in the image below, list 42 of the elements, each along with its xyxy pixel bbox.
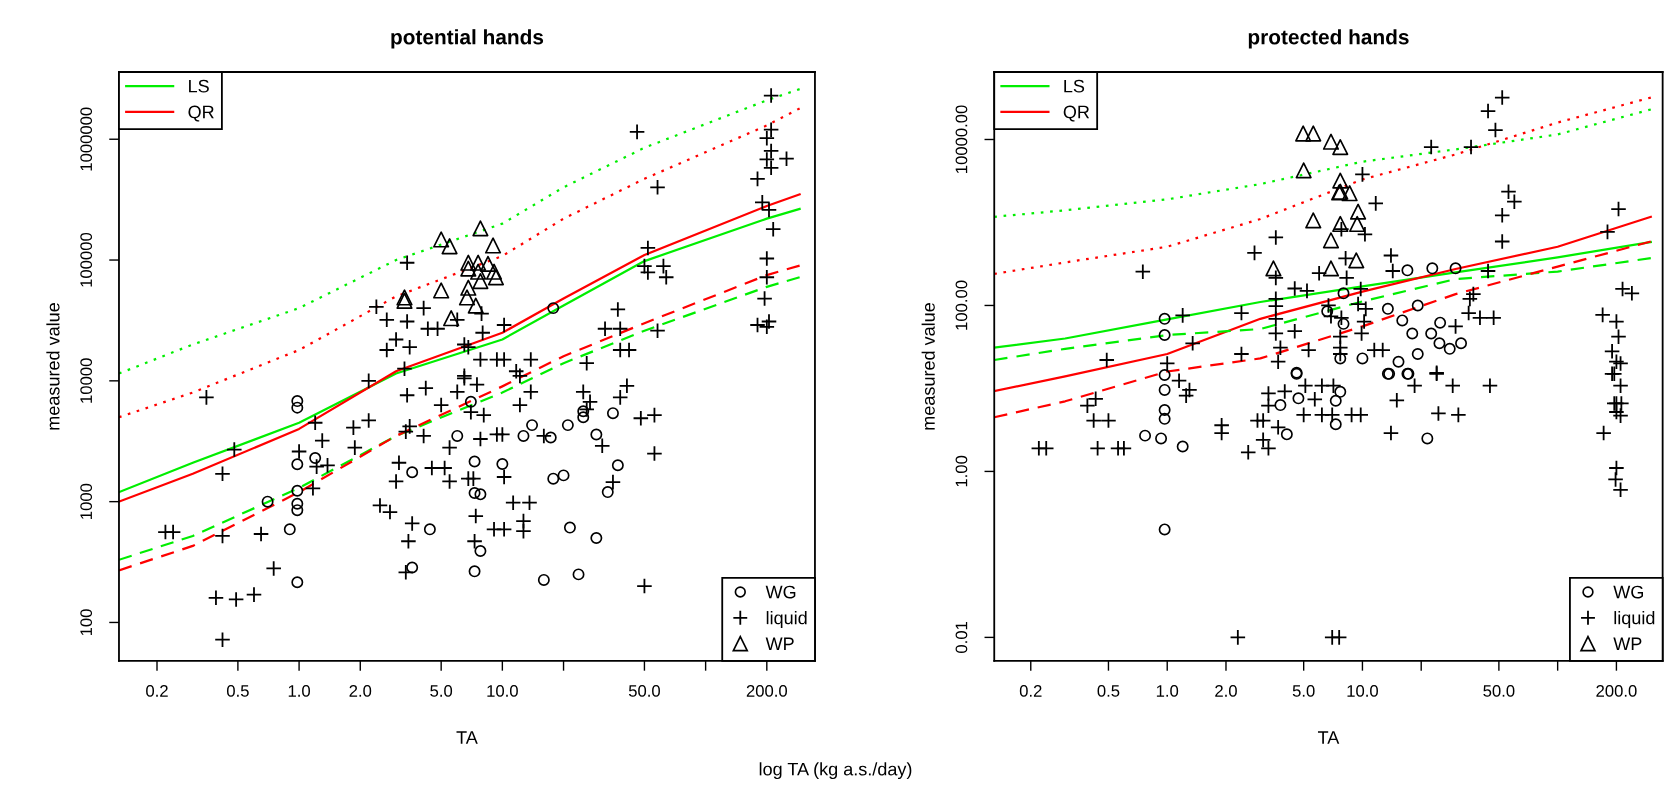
y-tick-label: 100 — [80, 609, 93, 636]
text: log TA (kg a.s./day) — [759, 762, 912, 780]
legend-label: QR — [1063, 105, 1090, 122]
legend-label: liquid — [1614, 611, 1655, 628]
x-tick-label: 200.0 — [746, 685, 788, 697]
legend-label: WP — [1613, 637, 1642, 650]
legend-label: WG — [1613, 585, 1643, 599]
x-axis-title: TA — [456, 731, 478, 744]
x-tick-label: 1.0 — [288, 685, 311, 697]
x-tick-label: 2.0 — [1215, 685, 1237, 697]
chart-title: protected hands — [1248, 29, 1409, 49]
x-tick-label: 0.5 — [1097, 685, 1120, 697]
x-tick-label: 2.0 — [349, 685, 372, 697]
legend-label: LS — [189, 79, 209, 93]
x-tick-label: 0.5 — [226, 685, 249, 697]
y-tick-label: 10000.00 — [955, 105, 968, 173]
x-tick-label: 10.0 — [487, 685, 518, 697]
legend-label: liquid — [766, 611, 807, 628]
y-tick-label: 1000 — [80, 483, 93, 519]
x-tick-label: 200.0 — [1596, 685, 1637, 697]
legend-label: LS — [1064, 79, 1085, 93]
x-tick-label: 5.0 — [430, 685, 453, 697]
x-axis-title: TA — [1317, 731, 1340, 744]
x-tick-label: 50.0 — [628, 685, 660, 697]
legend-label: WP — [765, 637, 794, 650]
x-tick-label: 50.0 — [1483, 685, 1515, 697]
y-tick-label: 100.00 — [955, 280, 968, 330]
y-tick-label: 1.00 — [955, 455, 968, 487]
y-tick-label: 0.01 — [955, 621, 968, 653]
x-tick-label: 5.0 — [1292, 685, 1315, 697]
x-tick-label: 0.2 — [146, 685, 168, 697]
y-axis-title: measured value — [921, 303, 935, 430]
legend-label: WG — [765, 585, 796, 599]
y-tick-label: 1000000 — [80, 107, 93, 171]
x-tick-label: 10.0 — [1347, 685, 1378, 697]
chart-title: potential hands — [391, 29, 544, 49]
y-axis-title: measured value — [46, 303, 60, 430]
x-tick-label: 1.0 — [1156, 685, 1179, 697]
x-tick-label: 0.2 — [1019, 685, 1042, 697]
y-tick-label: 10000 — [80, 358, 93, 403]
legend-label: QR — [188, 105, 214, 122]
y-tick-label: 100000 — [80, 232, 93, 287]
